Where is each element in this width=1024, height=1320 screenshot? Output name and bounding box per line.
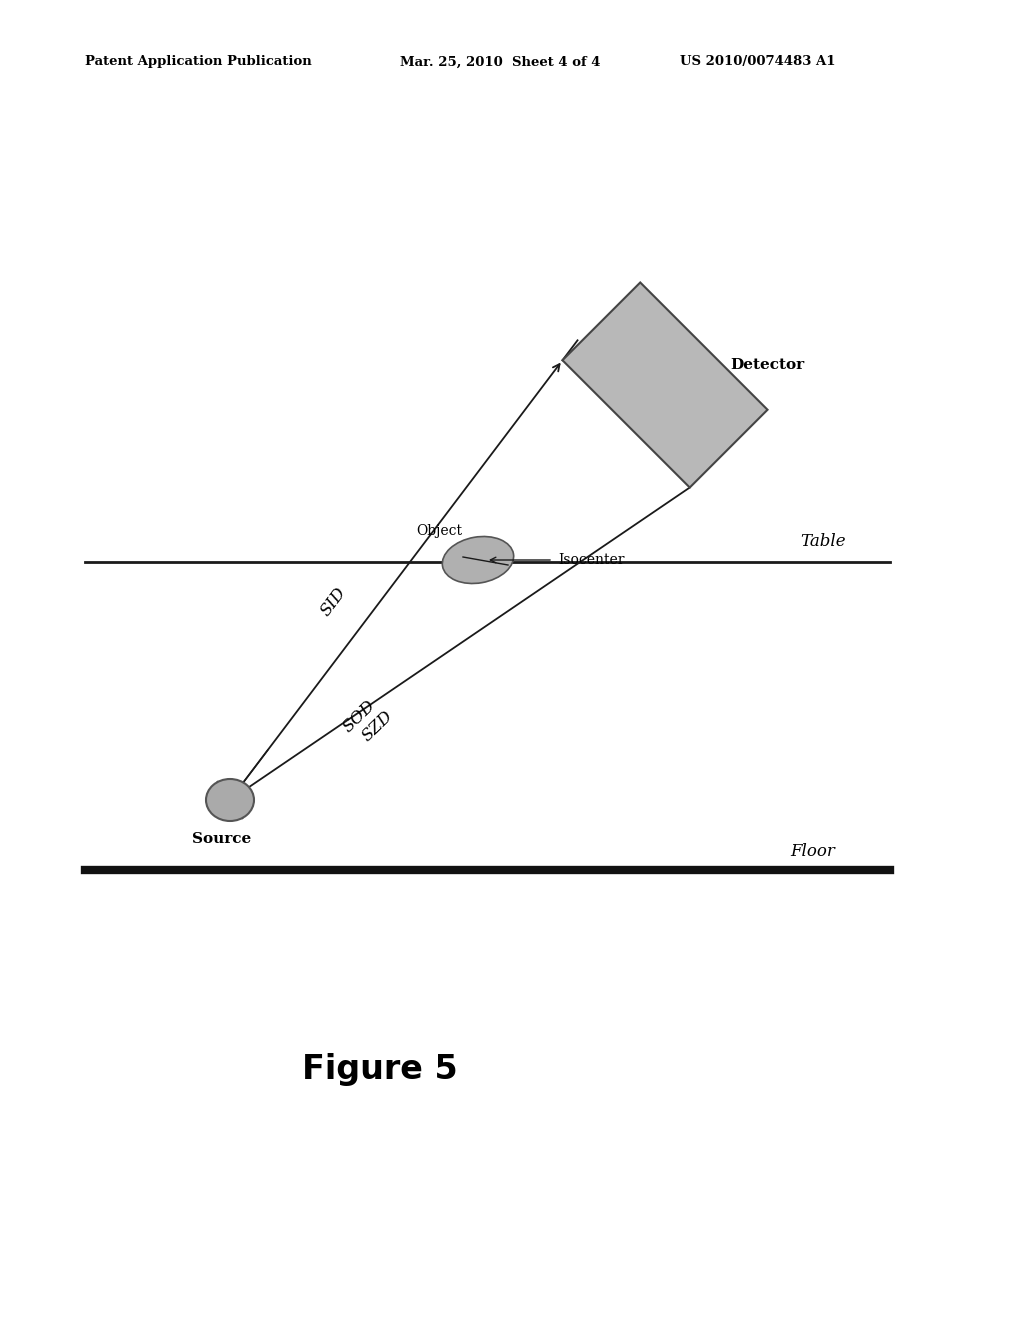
- Text: Figure 5: Figure 5: [302, 1053, 458, 1086]
- Text: Floor: Floor: [790, 843, 835, 861]
- Text: US 2010/0074483 A1: US 2010/0074483 A1: [680, 55, 836, 69]
- Text: Source: Source: [193, 832, 251, 846]
- Text: Mar. 25, 2010  Sheet 4 of 4: Mar. 25, 2010 Sheet 4 of 4: [400, 55, 600, 69]
- Ellipse shape: [206, 779, 254, 821]
- Text: Patent Application Publication: Patent Application Publication: [85, 55, 311, 69]
- Text: SOD: SOD: [340, 697, 379, 737]
- Text: Detector: Detector: [730, 358, 804, 372]
- Text: Table: Table: [800, 533, 846, 550]
- Text: Isocenter: Isocenter: [558, 553, 625, 568]
- Ellipse shape: [442, 536, 514, 583]
- Polygon shape: [562, 282, 768, 487]
- Text: Object: Object: [416, 524, 462, 539]
- Text: SID: SID: [316, 583, 349, 619]
- Text: SZD: SZD: [358, 708, 396, 744]
